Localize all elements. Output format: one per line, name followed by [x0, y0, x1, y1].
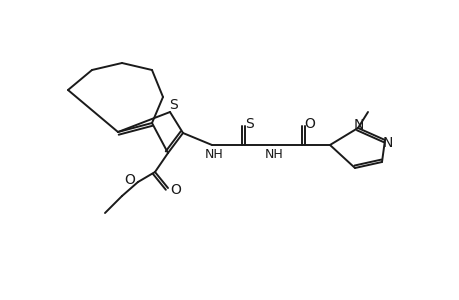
Text: N: N — [353, 118, 364, 132]
Text: N: N — [382, 136, 392, 150]
Text: S: S — [245, 117, 254, 131]
Text: O: O — [304, 117, 315, 131]
Text: S: S — [169, 98, 178, 112]
Text: NH: NH — [264, 148, 283, 161]
Text: O: O — [170, 183, 181, 197]
Text: O: O — [124, 173, 135, 187]
Text: NH: NH — [204, 148, 223, 161]
